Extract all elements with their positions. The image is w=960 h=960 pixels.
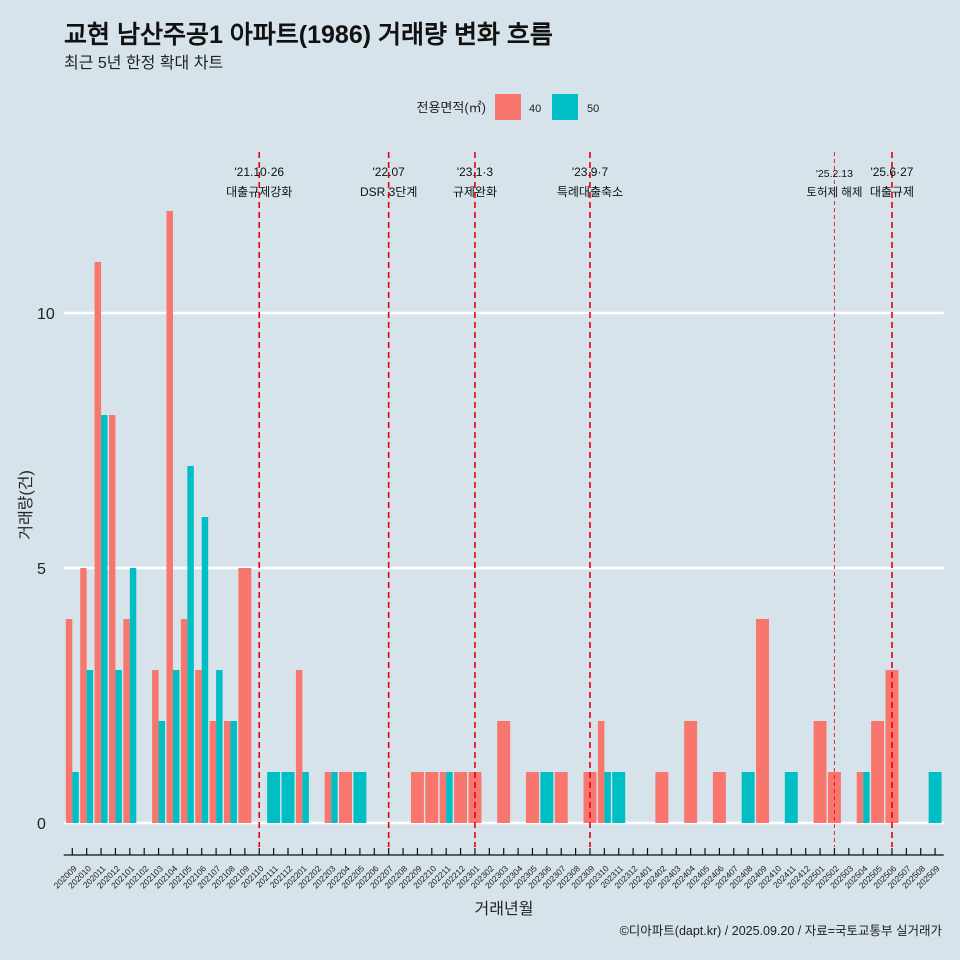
annotation-label: 특례대출축소 [557, 185, 623, 199]
bar-50-202106 [201, 517, 209, 823]
chart-title: 교현 남산주공1 아파트(1986) 거래량 변화 흐름 [64, 21, 553, 49]
bar-50-202011 [101, 415, 108, 823]
bar-40-202201 [295, 670, 303, 823]
legend-label-50: 50 [587, 103, 599, 115]
bar-50-202205 [353, 772, 367, 823]
y-tick-label: 0 [37, 816, 46, 833]
bar-40-202409 [756, 619, 770, 823]
bar-50-202509 [928, 772, 942, 823]
bar-50-202104 [172, 670, 180, 823]
bar-40-202212 [454, 772, 468, 823]
annotation-date: '23.1·3 [457, 165, 494, 179]
bar-40-202010 [80, 568, 87, 823]
chart-subtitle: 최근 5년 한정 확대 차트 [64, 54, 223, 72]
bar-40-202109 [238, 568, 252, 823]
y-axis-title: 거래량(건) [17, 470, 35, 540]
legend: 전용면적(㎡) 40 50 [417, 94, 599, 120]
bar-40-202011 [94, 262, 102, 823]
bar-50-202411 [784, 772, 798, 823]
bar-40-202310 [597, 721, 605, 823]
annotation-date: '25.2.13 [816, 168, 853, 180]
bar-40-202012 [108, 415, 116, 823]
bar-50-202107 [216, 670, 223, 823]
y-axis: 0 5 10 [37, 306, 55, 833]
bar-50-202111 [267, 772, 281, 823]
bar-40-202209 [410, 772, 424, 823]
bar-50-202112 [281, 772, 295, 823]
legend-key-50 [552, 94, 578, 120]
bar-40-202101 [123, 619, 130, 823]
y-tick-label: 5 [37, 561, 46, 578]
bar-50-202504 [863, 772, 870, 823]
annotations: '21.10·26 대출규제강화 '22.07 DSR 3단계 '23.1·3 규제완화 '… [226, 152, 914, 847]
bar-40-202406 [712, 772, 726, 823]
legend-key-40 [495, 94, 521, 120]
bar-40-202307 [554, 772, 568, 823]
annotation-label: 규제완화 [453, 185, 497, 199]
bar-40-202303 [497, 721, 511, 823]
bar-50-202211 [446, 772, 453, 823]
bar-50-202311 [612, 772, 626, 823]
annotation-label: DSR 3단계 [360, 185, 417, 199]
bar-50-202306 [540, 772, 554, 823]
annotation-date: '23.9·7 [572, 165, 609, 179]
annotation-label: 대출규제강화 [226, 185, 292, 199]
bar-40-202402 [655, 772, 669, 823]
bar-50-202310 [604, 772, 611, 823]
bar-50-202108 [230, 721, 237, 823]
bar-50-202101 [129, 568, 137, 823]
bar-50-202201 [302, 772, 309, 823]
y-tick-label: 10 [37, 306, 55, 323]
legend-title: 전용면적(㎡) [417, 100, 487, 115]
bar-40-202203 [324, 772, 332, 823]
bar-50-202012 [115, 670, 122, 823]
bar-40-202501 [813, 721, 827, 823]
bar-40-202305 [525, 772, 539, 823]
annotation-date: '25.6·27 [870, 165, 913, 179]
bar-40-202211 [439, 772, 447, 823]
bar-50-202203 [331, 772, 338, 823]
bar-40-202504 [856, 772, 864, 823]
bar-40-202105 [180, 619, 188, 823]
bar-50-202408 [741, 772, 755, 823]
bar-40-202404 [684, 721, 698, 823]
caption: ©디아파트(dapt.kr) / 2025.09.20 / 자료=국토교통부 실… [620, 924, 943, 938]
bar-40-202009 [65, 619, 73, 823]
x-axis-title: 거래년월 [475, 900, 534, 918]
bar-50-202103 [158, 721, 166, 823]
bar-40-202210 [425, 772, 439, 823]
x-axis: 2020092020102020112020122021012021022021… [52, 848, 944, 890]
bar-40-202505 [871, 721, 885, 823]
bar-40-202107 [209, 721, 217, 823]
bar-50-202105 [187, 466, 194, 823]
bar-40-202104 [166, 211, 173, 823]
annotation-date: '21.10·26 [234, 165, 284, 179]
legend-label-40: 40 [529, 103, 541, 115]
annotation-date: '22.07 [372, 165, 405, 179]
bar-40-202108 [224, 721, 231, 823]
bar-40-202103 [152, 670, 159, 823]
bar-50-202010 [86, 670, 94, 823]
annotation-label: 대출규제 [870, 185, 914, 199]
annotation-label: 토허제 해제 [806, 186, 862, 199]
bar-40-202204 [339, 772, 352, 823]
bar-40-202106 [195, 670, 202, 823]
bar-50-202009 [72, 772, 79, 823]
